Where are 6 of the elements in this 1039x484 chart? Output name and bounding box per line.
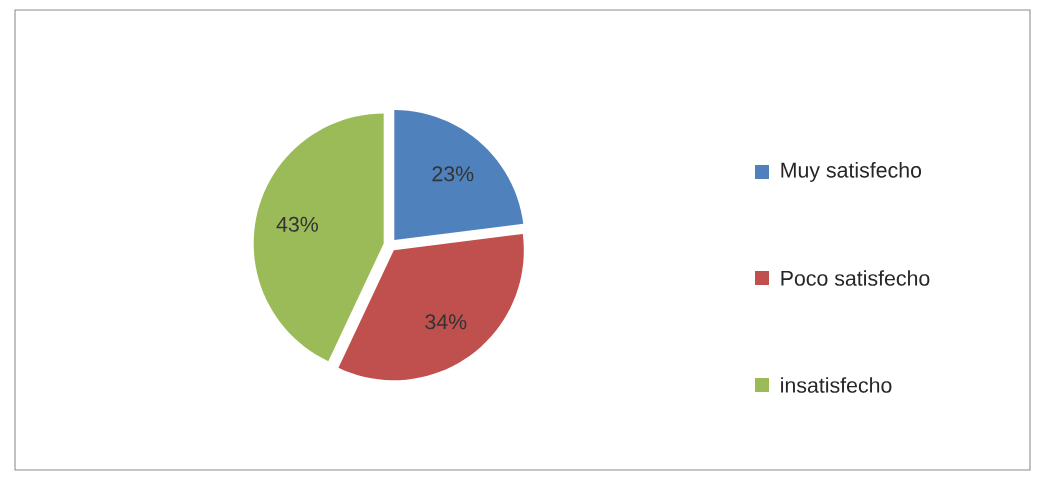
legend-label: insatisfecho <box>781 377 892 393</box>
data-label: 43% <box>276 216 318 232</box>
data-label: 34% <box>425 314 467 330</box>
legend-label: Poco satisfecho <box>781 270 930 286</box>
legend-label: Muy satisfecho <box>781 162 922 182</box>
data-label: 23% <box>432 166 474 182</box>
